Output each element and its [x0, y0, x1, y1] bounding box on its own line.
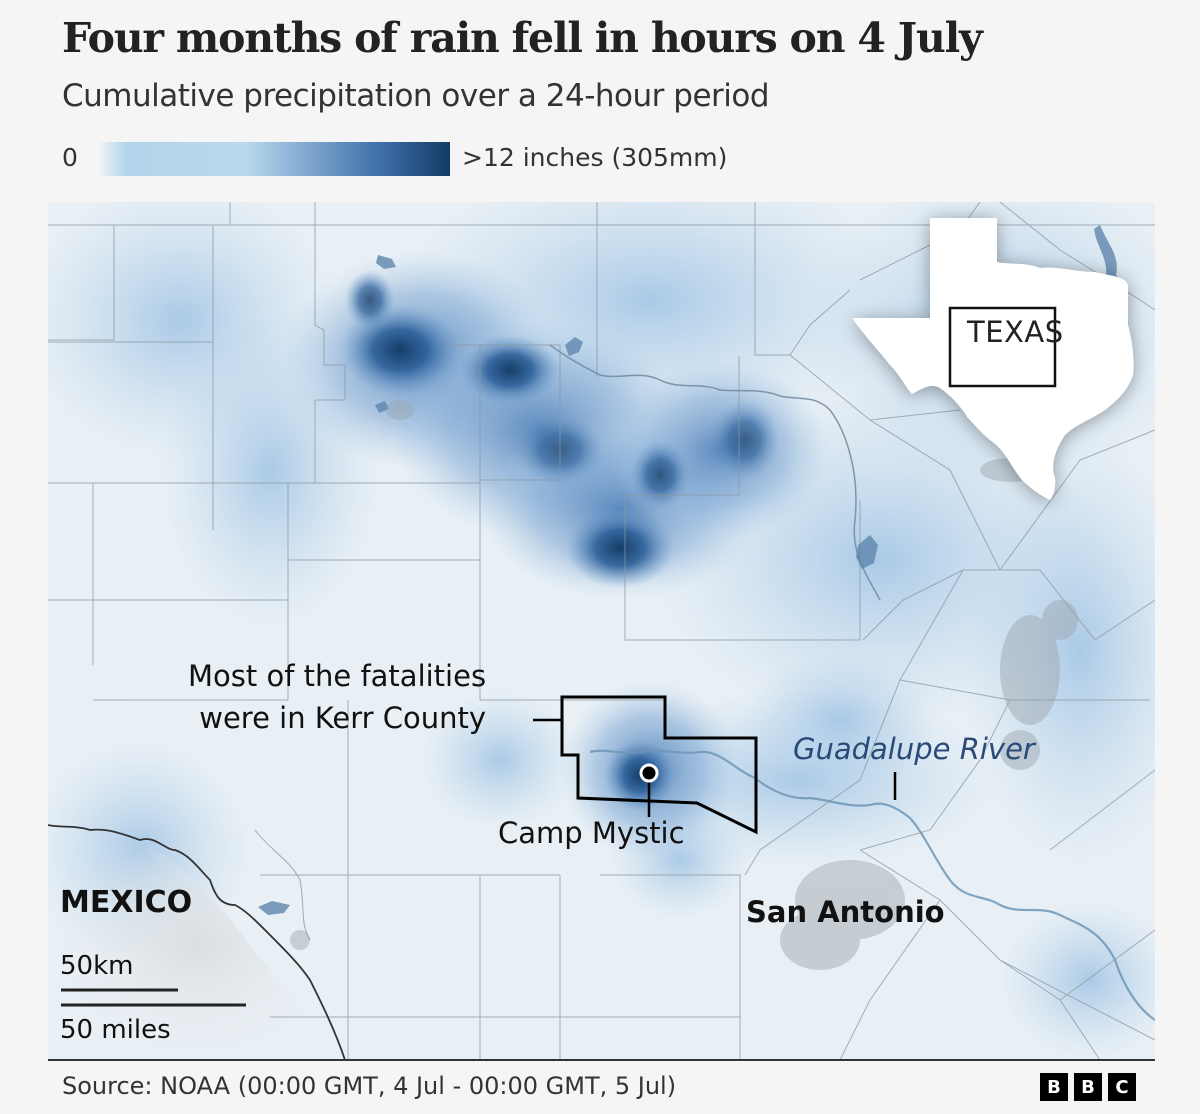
bbc-logo: B B C	[1040, 1073, 1136, 1101]
scale-km-label: 50km	[60, 951, 134, 981]
map-bottom-divider	[48, 1059, 1155, 1061]
kerr-annotation: Most of the fatalities were in Kerr Coun…	[188, 655, 486, 739]
mexico-border	[48, 824, 346, 1060]
page-subtitle: Cumulative precipitation over a 24-hour …	[62, 78, 770, 114]
county-boundaries	[48, 202, 1155, 1060]
texas-outline-icon	[852, 218, 1134, 500]
inset-locator-box	[948, 306, 1057, 388]
county-boundary-west	[254, 829, 311, 941]
map-canvas	[48, 202, 1155, 1060]
page-title: Four months of rain fell in hours on 4 J…	[62, 14, 983, 62]
legend-color-scale	[98, 142, 450, 176]
bbc-logo-letter: B	[1040, 1073, 1068, 1101]
location-dot-icon[interactable]	[639, 763, 659, 783]
san-antonio-label: San Antonio	[746, 895, 945, 929]
annotation-line-2: were in Kerr County	[199, 701, 487, 735]
scale-miles-label: 50 miles	[60, 1015, 171, 1045]
precip-heavy-layer	[340, 270, 780, 811]
guadalupe-river-label: Guadalupe River	[793, 732, 1035, 766]
northern-river	[549, 344, 881, 601]
legend-min-label: 0	[62, 143, 78, 172]
legend-max-label: >12 inches (305mm)	[462, 143, 728, 172]
bbc-logo-letter: C	[1108, 1073, 1136, 1101]
source-credit: Source: NOAA (00:00 GMT, 4 Jul - 00:00 G…	[62, 1072, 677, 1100]
inset-state-label: TEXAS	[967, 315, 1064, 349]
camp-mystic-label[interactable]: Camp Mystic	[498, 816, 685, 850]
mexico-region	[48, 825, 345, 1060]
guadalupe-river	[589, 749, 1155, 1021]
mexico-label: MEXICO	[60, 885, 193, 920]
kerr-county-outline[interactable]	[560, 695, 758, 835]
precipitation-map[interactable]: TEXAS Most of the fatalities were in Ker…	[48, 202, 1155, 1060]
bbc-logo-letter: B	[1074, 1073, 1102, 1101]
annotation-line-1: Most of the fatalities	[188, 659, 487, 693]
urban-areas	[290, 400, 1078, 970]
